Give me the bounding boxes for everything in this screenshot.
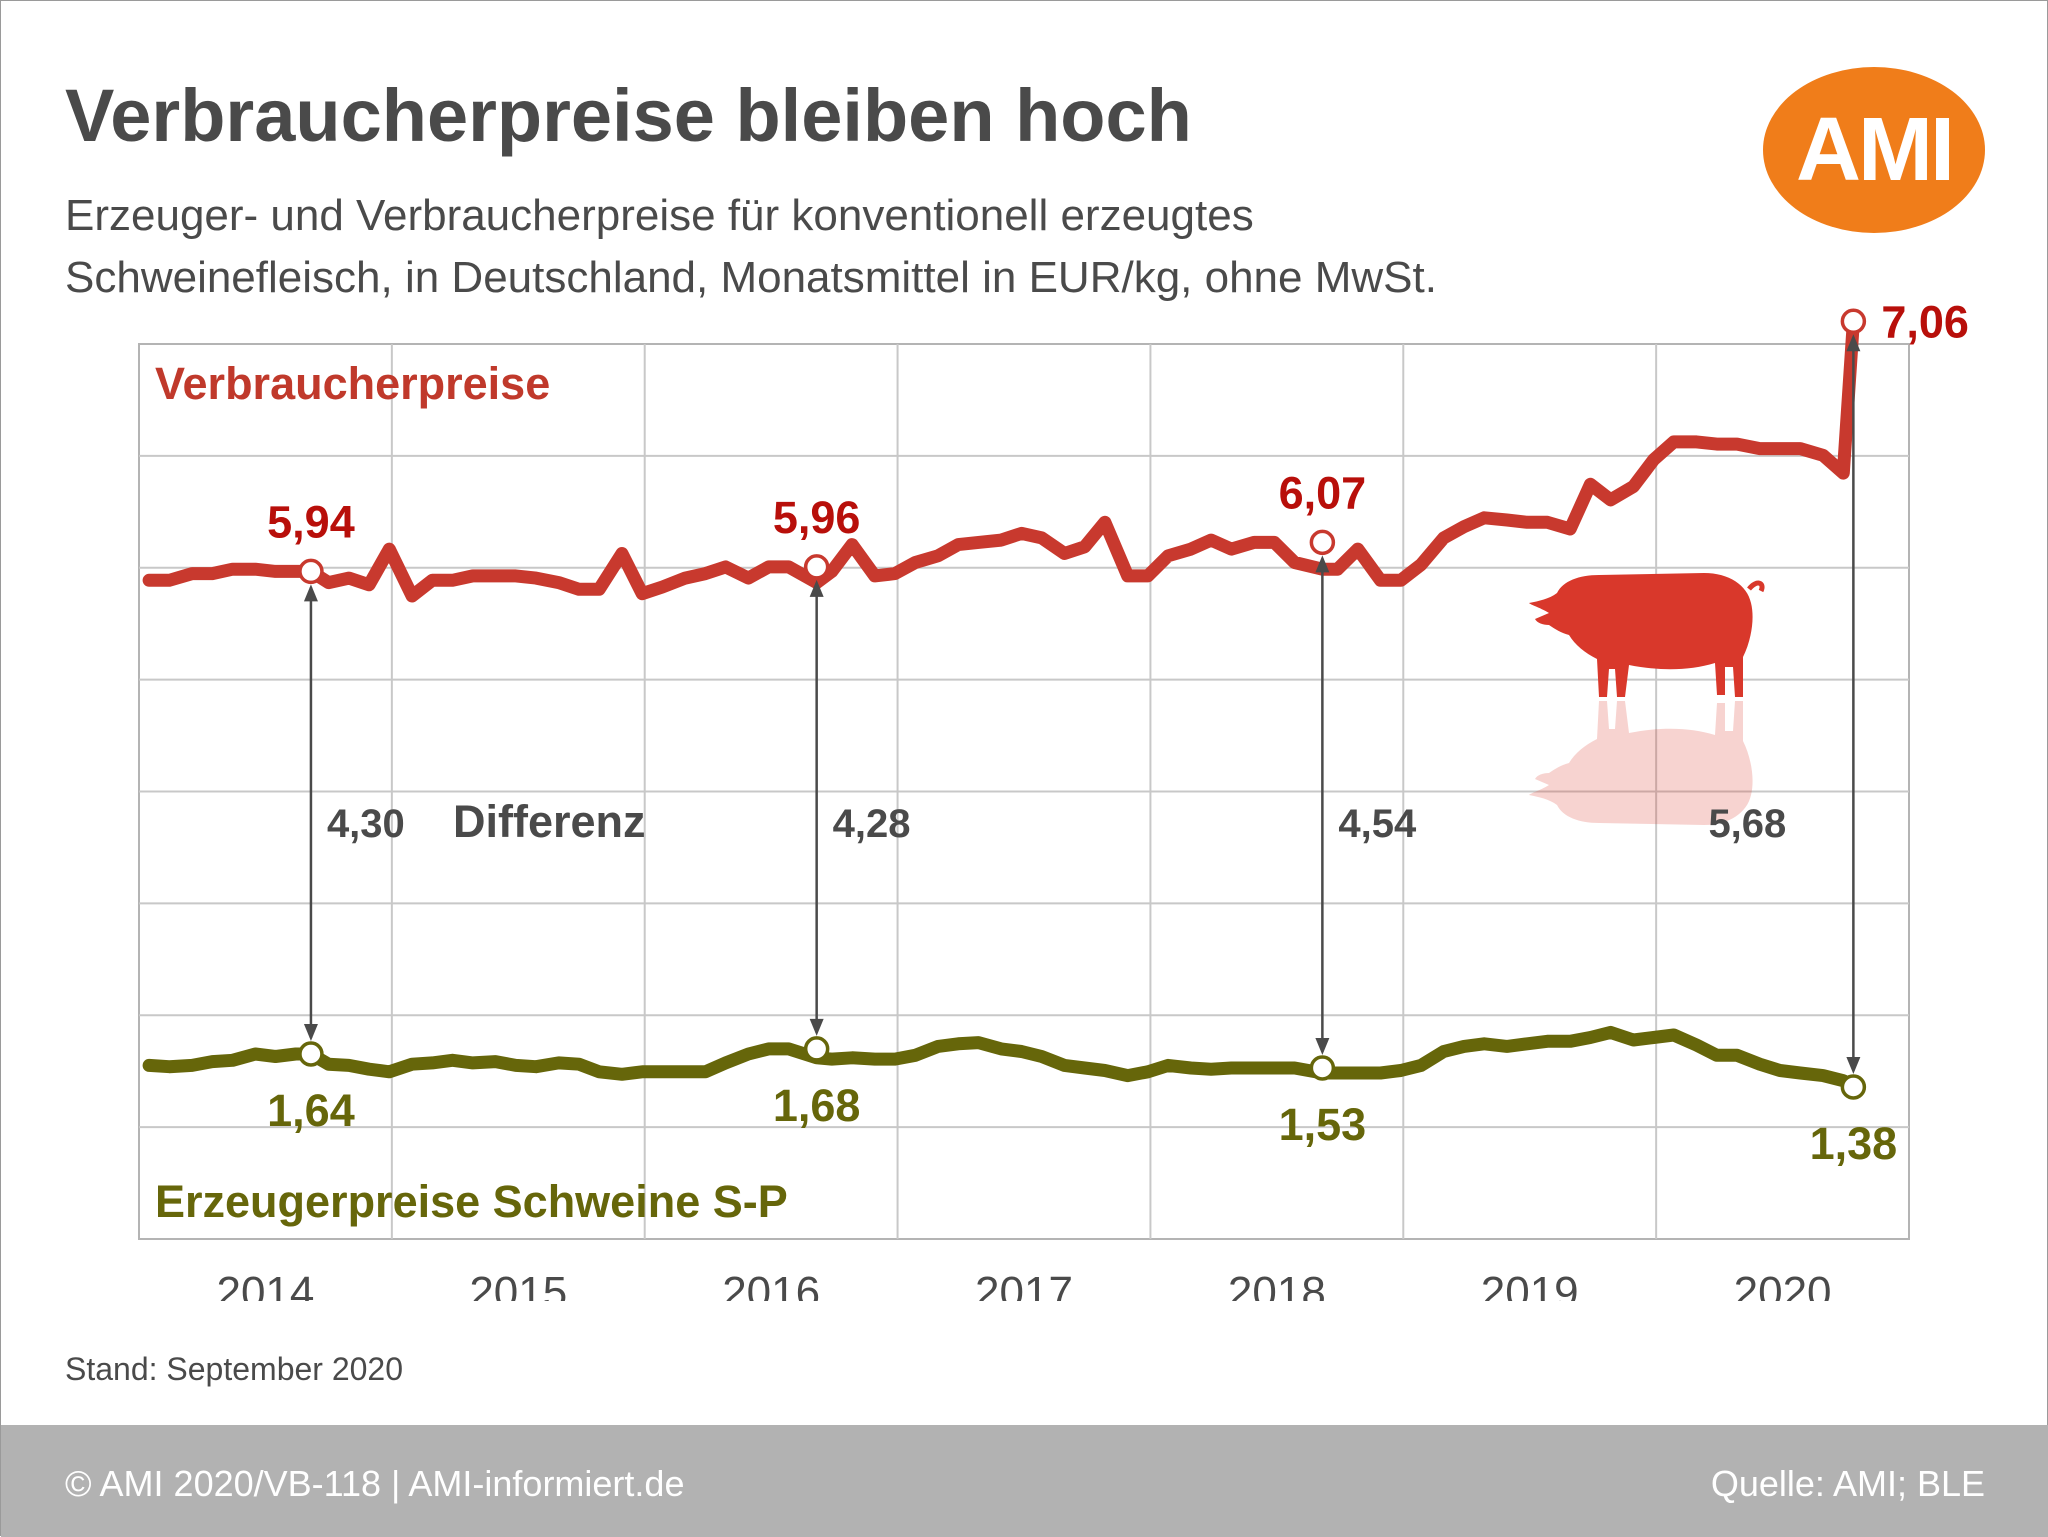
price-chart: 2014 2015 2016 2017 2018 2019 2020 Verbraucherp… bbox=[138, 296, 1969, 1301]
consumer-marker bbox=[803, 554, 830, 580]
consumer-value-label: 5,96 bbox=[773, 492, 861, 543]
consumer-value-label: 5,94 bbox=[267, 496, 355, 547]
page-title: Verbraucherpreise bleiben hoch bbox=[65, 74, 1192, 157]
producer-value-label: 1,53 bbox=[1279, 1099, 1367, 1150]
stand-date: Stand: September 2020 bbox=[65, 1351, 404, 1387]
page-subtitle: Erzeuger- und Verbraucherpreise für konv… bbox=[65, 185, 1437, 309]
arrow-head-up bbox=[303, 584, 318, 602]
subtitle-line-1: Erzeuger- und Verbraucherpreise für konv… bbox=[65, 191, 1254, 240]
consumer-value-label: 6,07 bbox=[1279, 467, 1367, 518]
x-tick-label-2016: 2016 bbox=[722, 1268, 820, 1301]
series-line-consumer bbox=[142, 314, 1860, 603]
ami-logo: AMI bbox=[1763, 67, 1985, 233]
arrow-head-down bbox=[1846, 1057, 1861, 1075]
x-tick-label-2017: 2017 bbox=[975, 1268, 1073, 1301]
producer-series-label: Erzeugerpreise Schweine S-P bbox=[155, 1176, 788, 1227]
producer-value-label: 1,64 bbox=[267, 1085, 355, 1136]
arrow-head-down bbox=[303, 1024, 318, 1041]
footer-copyright: © AMI 2020/VB-118 | AMI-informiert.de bbox=[65, 1463, 685, 1504]
x-tick-label-2014: 2014 bbox=[216, 1268, 314, 1301]
footer-source: Quelle: AMI; BLE bbox=[1710, 1463, 1985, 1504]
x-tick-label-2019: 2019 bbox=[1481, 1268, 1579, 1301]
difference-value-label: 4,30 bbox=[327, 802, 405, 846]
producer-marker bbox=[1840, 1074, 1867, 1100]
producer-marker bbox=[298, 1041, 324, 1067]
pig-reflection bbox=[1529, 701, 1753, 825]
producer-value-label: 1,38 bbox=[1810, 1118, 1898, 1169]
arrow-head-down bbox=[1315, 1037, 1330, 1055]
x-tick-label-2018: 2018 bbox=[1228, 1268, 1326, 1301]
footer-bar: © AMI 2020/VB-118 | AMI-informiert.de Qu… bbox=[1, 1425, 2048, 1537]
arrow-head-up bbox=[1315, 555, 1330, 573]
arrow-head-up bbox=[809, 579, 824, 597]
pig-tail bbox=[1747, 580, 1765, 593]
difference-value-label: 5,68 bbox=[1708, 802, 1786, 846]
difference-value-label: 4,54 bbox=[1338, 802, 1417, 846]
consumer-marker bbox=[298, 558, 324, 585]
x-tick-label-2020: 2020 bbox=[1734, 1268, 1832, 1301]
series-line-producer bbox=[142, 1025, 1860, 1094]
producer-value-label: 1,68 bbox=[773, 1080, 861, 1131]
subtitle-line-2: Schweinefleisch, in Deutschland, Monatsm… bbox=[65, 253, 1437, 302]
consumer-series-label: Verbraucherpreise bbox=[155, 358, 550, 409]
consumer-value-label: 7,06 bbox=[1881, 296, 1969, 347]
difference-value-label: 4,28 bbox=[833, 802, 911, 846]
arrow-head-down bbox=[809, 1018, 824, 1036]
pig-body bbox=[1529, 573, 1753, 697]
difference-label: Differenz bbox=[453, 796, 646, 847]
arrow-head-up bbox=[1846, 334, 1861, 352]
x-tick-label-2015: 2015 bbox=[469, 1268, 567, 1301]
consumer-marker bbox=[1840, 308, 1867, 335]
producer-marker bbox=[1309, 1055, 1336, 1081]
pig-icon bbox=[1529, 573, 1765, 825]
producer-marker bbox=[803, 1036, 830, 1062]
consumer-marker bbox=[1309, 529, 1336, 556]
